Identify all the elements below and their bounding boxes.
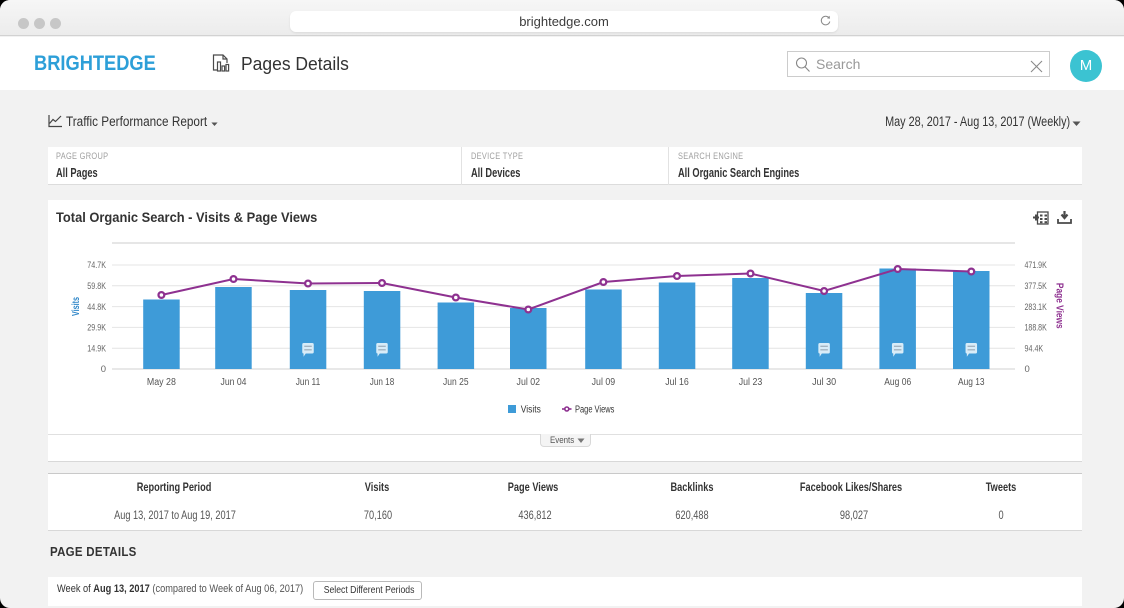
svg-text:74.7K: 74.7K — [87, 260, 106, 271]
svg-text:Aug 06: Aug 06 — [884, 377, 911, 388]
svg-text:Jul 23: Jul 23 — [739, 377, 763, 388]
svg-text:0: 0 — [101, 364, 106, 375]
svg-text:377.5K: 377.5K — [1025, 281, 1048, 292]
svg-text:Jun 25: Jun 25 — [443, 377, 469, 388]
svg-text:Jul 02: Jul 02 — [517, 377, 541, 388]
svg-text:May 28: May 28 — [147, 377, 176, 388]
svg-text:Jun 11: Jun 11 — [296, 377, 321, 388]
svg-text:44.8K: 44.8K — [87, 302, 106, 313]
svg-text:283.1K: 283.1K — [1025, 302, 1048, 313]
svg-text:471.9K: 471.9K — [1025, 260, 1048, 271]
svg-text:Visits: Visits — [71, 297, 82, 316]
svg-text:Jul 09: Jul 09 — [592, 377, 616, 388]
svg-text:0: 0 — [1025, 364, 1030, 375]
svg-text:Jun 18: Jun 18 — [370, 377, 395, 388]
svg-text:Jul 30: Jul 30 — [812, 377, 836, 388]
svg-text:Page Views: Page Views — [575, 405, 614, 416]
svg-text:59.8K: 59.8K — [87, 281, 106, 292]
svg-text:Aug 13: Aug 13 — [958, 377, 985, 388]
svg-text:14.9K: 14.9K — [87, 343, 106, 354]
svg-text:94.4K: 94.4K — [1025, 343, 1044, 354]
svg-text:29.9K: 29.9K — [87, 323, 106, 334]
svg-text:Jun 04: Jun 04 — [221, 377, 247, 388]
svg-text:188.8K: 188.8K — [1025, 323, 1048, 334]
svg-text:Page Views: Page Views — [1054, 283, 1065, 329]
svg-text:Visits: Visits — [521, 405, 541, 416]
svg-text:Jul 16: Jul 16 — [665, 377, 689, 388]
